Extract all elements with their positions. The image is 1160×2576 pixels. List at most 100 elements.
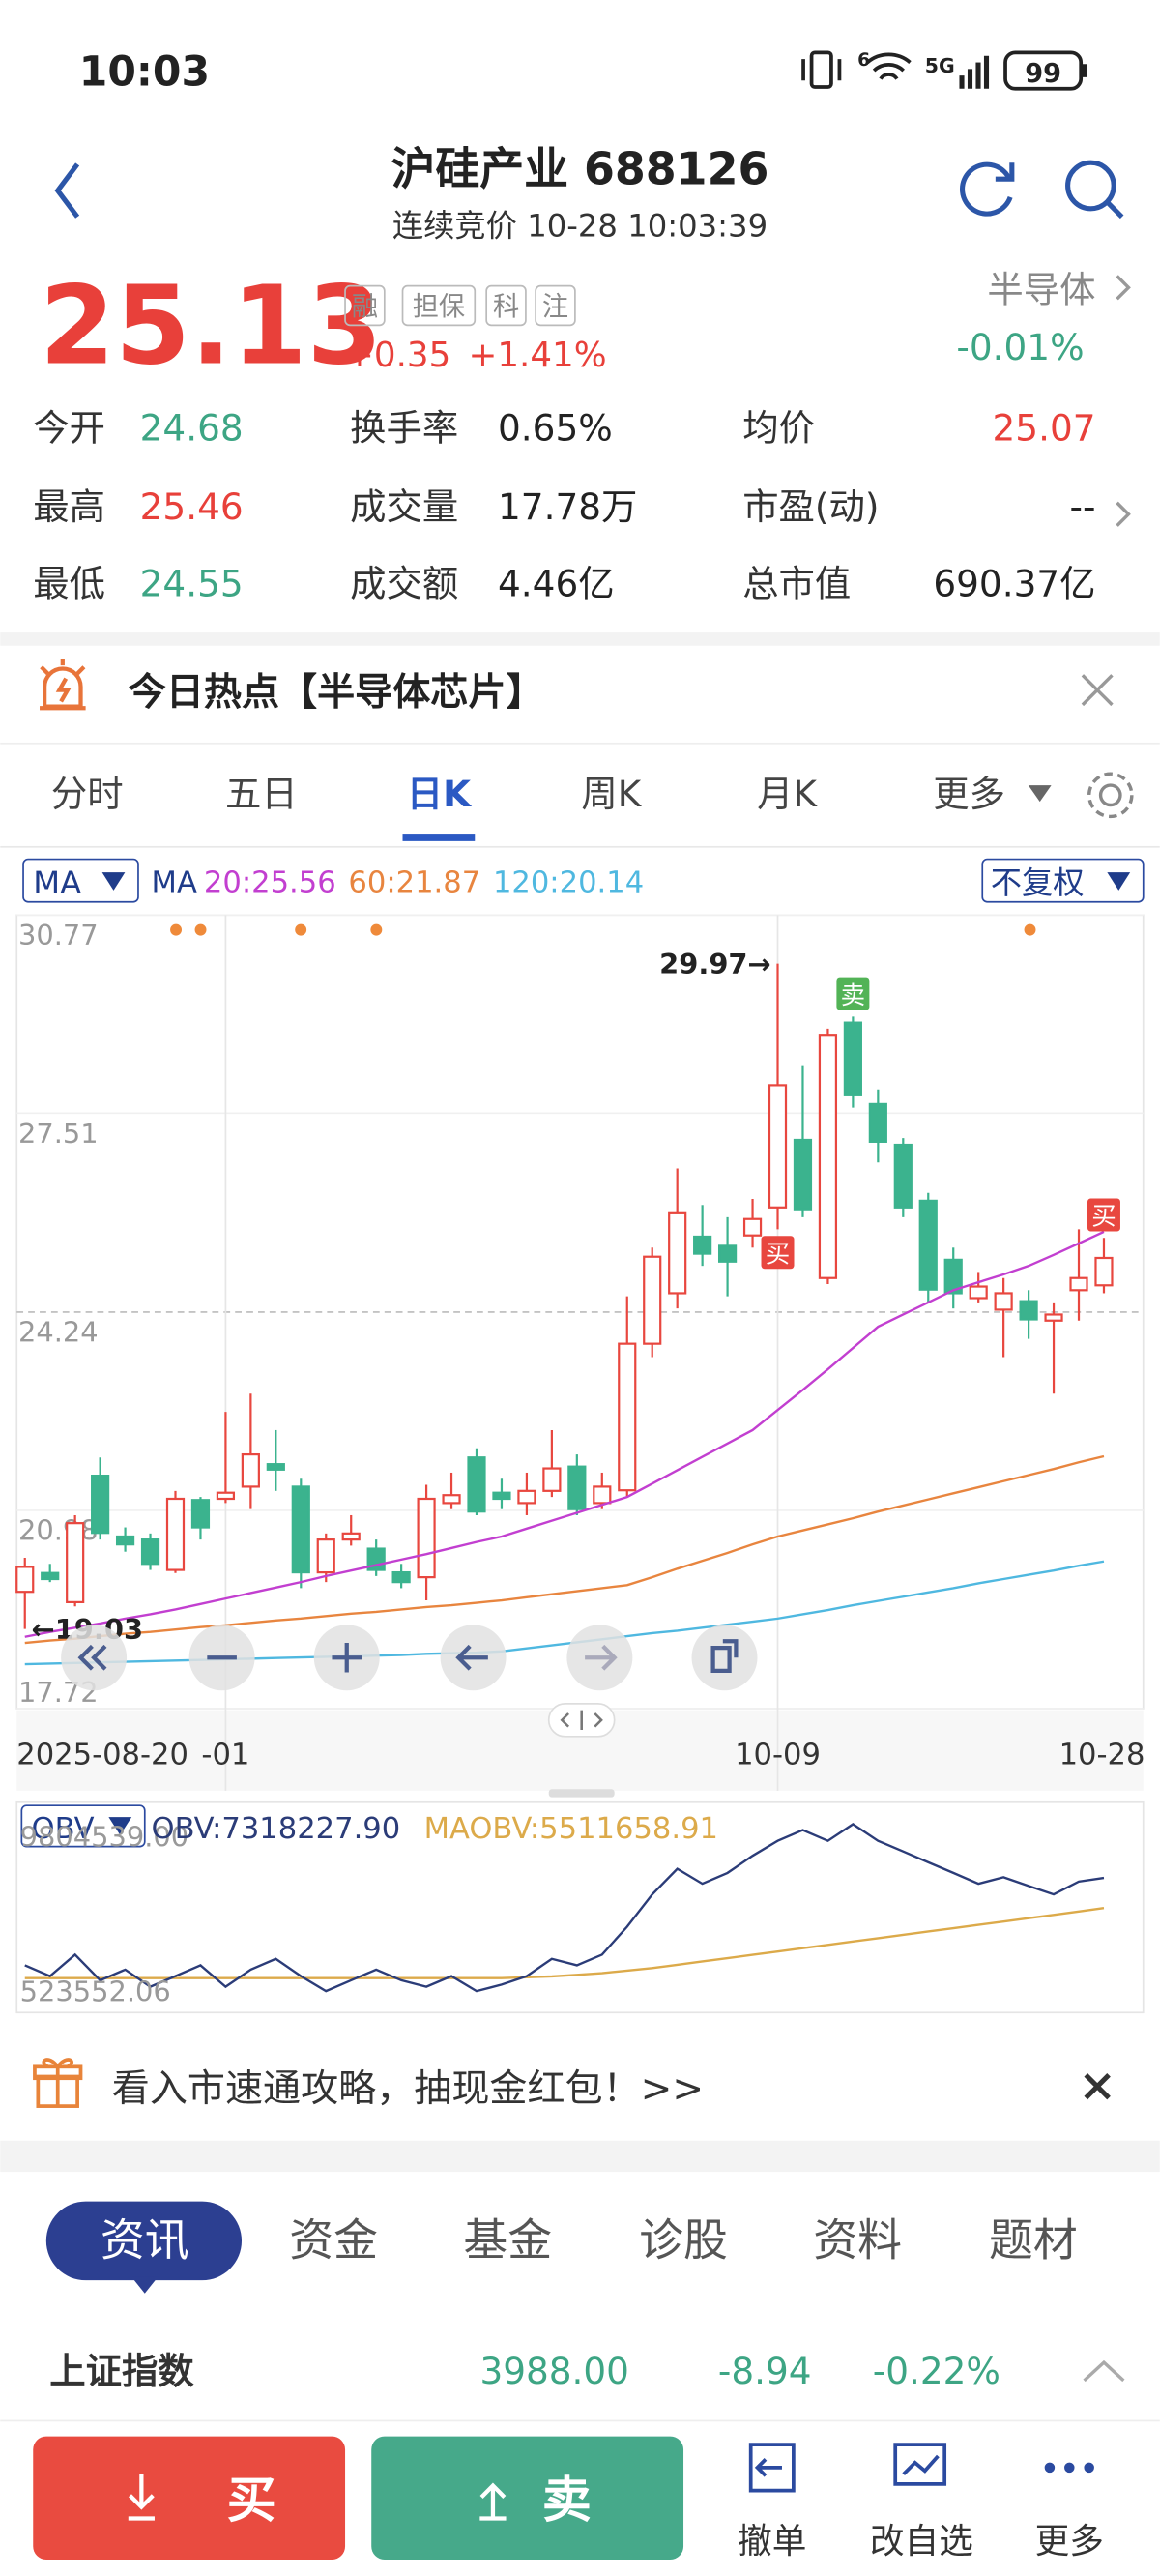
- candle-body: [969, 1285, 988, 1300]
- signal-label: 买: [1091, 1203, 1116, 1232]
- candle-body: [341, 1532, 361, 1541]
- tool-icons: [77, 1639, 739, 1673]
- candle-body: [994, 1292, 1013, 1311]
- action-label[interactable]: 撤单: [738, 2522, 806, 2561]
- candle-body: [517, 1489, 536, 1505]
- price-change-pct: +1.41%: [468, 336, 606, 375]
- gear-hub: [1098, 783, 1122, 807]
- dropdown-arrow: [108, 1817, 132, 1835]
- promo-text[interactable]: 看入市速通攻略，抽现金红包！>>: [112, 2067, 704, 2111]
- y-tick-label: 27.51: [18, 1117, 99, 1150]
- x-tick-label: 10-28: [1059, 1739, 1146, 1772]
- period-tab[interactable]: 月K: [757, 773, 818, 815]
- candle-body: [165, 1497, 186, 1571]
- tag: 科: [493, 292, 519, 322]
- stat-label: 市盈(动): [742, 485, 879, 528]
- dot: [1064, 2462, 1075, 2474]
- index-name[interactable]: 上证指数: [49, 2350, 194, 2392]
- candle-body: [693, 1235, 712, 1255]
- x-tick-label: 10-09: [735, 1739, 821, 1772]
- sector-name[interactable]: 半导体: [987, 269, 1095, 311]
- candle-body: [567, 1465, 587, 1510]
- adjust-select[interactable]: [981, 858, 1145, 903]
- settings-button[interactable]: [1087, 772, 1134, 819]
- back-button[interactable]: [54, 162, 80, 219]
- stat-label: 今开: [33, 406, 105, 449]
- candle-body: [818, 1034, 838, 1279]
- news-tab[interactable]: 资讯: [101, 2214, 189, 2267]
- period-tab[interactable]: 周K: [581, 773, 642, 815]
- tool-button[interactable]: [691, 1625, 758, 1691]
- close-button[interactable]: [1084, 2073, 1111, 2100]
- index-change: -8.94: [718, 2350, 812, 2392]
- news-tab[interactable]: 诊股: [639, 2214, 728, 2267]
- news-tab[interactable]: 资料: [813, 2214, 902, 2267]
- candle-body: [1069, 1276, 1088, 1292]
- period-tab[interactable]: 日K: [407, 773, 473, 815]
- candle-body: [593, 1485, 612, 1505]
- chevron: [1116, 275, 1131, 301]
- period-tab[interactable]: 分时: [51, 773, 124, 815]
- candle-body: [668, 1211, 687, 1295]
- candle-body: [542, 1467, 562, 1492]
- tag-box: [401, 284, 477, 327]
- action-label[interactable]: 更多: [1035, 2522, 1104, 2561]
- ma-line: [24, 1230, 1105, 1638]
- search-button[interactable]: [1065, 160, 1124, 220]
- close-button[interactable]: [1081, 674, 1114, 707]
- action-label[interactable]: 改自选: [870, 2522, 973, 2561]
- news-tab[interactable]: 题材: [989, 2214, 1078, 2267]
- expand-button[interactable]: [1083, 2359, 1125, 2383]
- divider: [0, 2140, 1160, 2173]
- candle-body: [643, 1255, 662, 1345]
- indicator-select[interactable]: [20, 1804, 146, 1848]
- news-tab[interactable]: 基金: [463, 2214, 552, 2267]
- stat-value: 24.55: [140, 563, 244, 605]
- period-tabs: 分时 五日 日K 周K 月K 更多: [51, 773, 1005, 815]
- hot-topic[interactable]: 今日热点【半导体芯片】: [129, 671, 544, 715]
- candle-body: [768, 1084, 788, 1209]
- stat-label: 最高: [33, 485, 105, 528]
- signal-badge: [1087, 1198, 1120, 1232]
- stat-value: --: [1070, 485, 1096, 528]
- indicator-line: [24, 1907, 1105, 1979]
- event-dot: [295, 923, 307, 936]
- tag-box: [485, 284, 527, 327]
- candle-body: [190, 1499, 211, 1529]
- ma-line: [24, 1454, 1105, 1645]
- action-icons: [748, 2443, 1094, 2493]
- candle-body: [618, 1342, 637, 1492]
- tag-box: [344, 284, 386, 327]
- bar: [959, 75, 965, 89]
- dot: [1044, 2462, 1056, 2474]
- candle-body: [392, 1570, 411, 1584]
- legend-entry: MAOBV:5511658.91: [424, 1812, 718, 1846]
- y-tick-label: 24.24: [18, 1316, 99, 1349]
- dot: [1084, 2462, 1094, 2474]
- adjust-label: 不复权: [991, 864, 1085, 901]
- refresh-button[interactable]: [960, 161, 1015, 217]
- stat-label: 换手率: [350, 406, 458, 449]
- bar: [975, 62, 981, 89]
- period-tab[interactable]: 更多: [933, 773, 1005, 815]
- bar: [967, 69, 973, 89]
- tags: 融 担保 科 注: [344, 284, 576, 327]
- signal-badge: [761, 1236, 795, 1270]
- stat-label: 总市值: [742, 563, 851, 605]
- candle-body: [1019, 1300, 1038, 1321]
- divider: [0, 2419, 1160, 2422]
- candle-body: [316, 1538, 335, 1574]
- active-pill: [45, 2201, 243, 2281]
- indicator-select[interactable]: [22, 858, 139, 903]
- news-tabs: 资讯 资金 基金 诊股 资料 题材: [101, 2214, 1078, 2267]
- news-tab[interactable]: 资金: [289, 2214, 378, 2267]
- actions: 撤单 改自选 更多: [738, 2522, 1104, 2561]
- period-tab[interactable]: 五日: [225, 773, 298, 815]
- wifi-label: 6: [857, 50, 870, 71]
- stat-label: 最低: [33, 563, 105, 605]
- buy-button[interactable]: [33, 2436, 346, 2561]
- sell-button[interactable]: [371, 2436, 684, 2561]
- panel-handle[interactable]: [548, 1789, 615, 1798]
- gift-icon: [33, 2058, 83, 2108]
- price-change: +0.35: [345, 336, 450, 375]
